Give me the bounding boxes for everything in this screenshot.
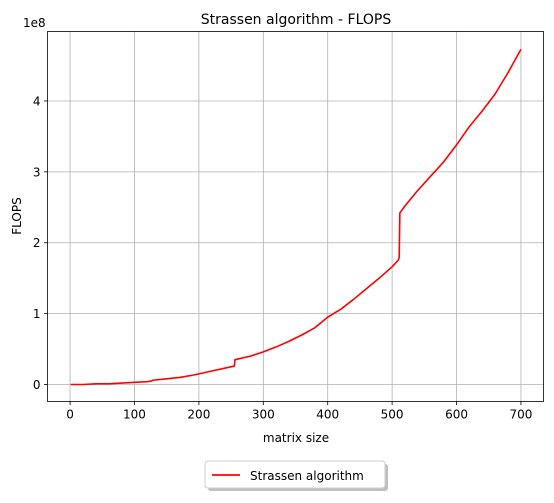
legend-label: Strassen algorithm: [250, 469, 364, 483]
y-tick: 1: [33, 307, 48, 321]
y-tick-label: 1: [33, 307, 41, 321]
y-tick: 2: [33, 236, 48, 250]
x-tick: 300: [252, 401, 275, 422]
legend: Strassen algorithm: [204, 460, 388, 491]
x-tick: 400: [316, 401, 339, 422]
y-tick-label: 0: [33, 378, 41, 392]
x-axis: 0 100 200 300 400 500 600 700: [66, 401, 533, 422]
x-tick: 0: [66, 401, 74, 422]
x-tick-label: 200: [187, 408, 210, 422]
y-axis: 0 1 2 3 4: [33, 94, 48, 392]
x-tick: 600: [445, 401, 468, 422]
x-tick-label: 700: [510, 408, 533, 422]
x-tick: 700: [510, 401, 533, 422]
grid: [47, 31, 544, 402]
x-tick-label: 500: [381, 408, 404, 422]
y-tick: 0: [33, 378, 48, 392]
chart-title: Strassen algorithm - FLOPS: [201, 12, 392, 28]
y-tick-label: 2: [33, 236, 41, 250]
y-tick-label: 4: [33, 94, 41, 108]
x-tick-label: 400: [316, 408, 339, 422]
x-tick: 100: [123, 401, 146, 422]
series-line: [70, 48, 522, 386]
y-offset-label: 1e8: [23, 16, 46, 30]
x-tick: 200: [187, 401, 210, 422]
x-tick-label: 300: [252, 408, 275, 422]
x-tick-label: 600: [445, 408, 468, 422]
y-tick: 4: [33, 94, 48, 108]
y-axis-title: FLOPS: [10, 197, 24, 234]
y-tick-label: 3: [33, 165, 41, 179]
x-tick-label: 0: [66, 408, 74, 422]
x-axis-title: matrix size: [263, 431, 329, 445]
series-layer: [70, 48, 522, 386]
x-tick-label: 100: [123, 408, 146, 422]
y-tick: 3: [33, 165, 48, 179]
plot-frame: [47, 31, 544, 402]
legend-box: [204, 460, 386, 489]
x-tick: 500: [381, 401, 404, 422]
